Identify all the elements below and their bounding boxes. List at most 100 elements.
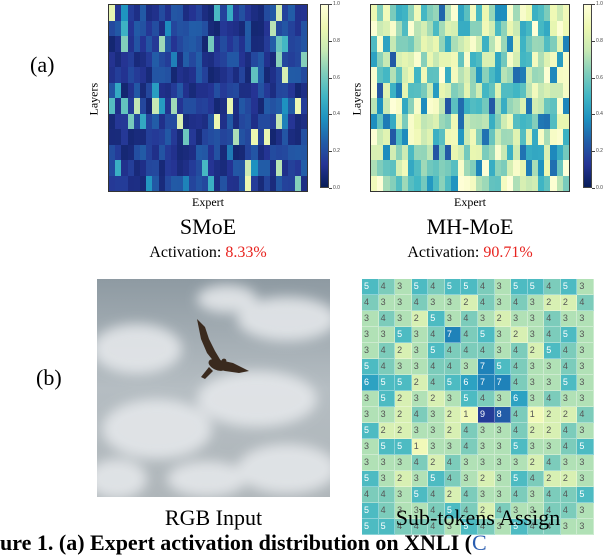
subtoken-cell: 5 (395, 327, 412, 343)
heatmap-cell (139, 67, 147, 83)
heatmap-cell (146, 113, 153, 129)
heatmap-cell (500, 144, 508, 160)
heatmap-cell (439, 98, 446, 114)
heatmap-cell (395, 36, 402, 52)
heatmap-cell (263, 36, 270, 52)
heatmap-cell (214, 51, 221, 67)
subtoken-cell: 3 (378, 471, 396, 487)
heatmap-cell (525, 20, 532, 36)
heatmap-cell (426, 5, 433, 21)
colorbar-tick-label: 0.8 (333, 37, 340, 44)
heatmap-cell (470, 175, 477, 191)
subtoken-cell: 2 (461, 295, 478, 311)
heatmap-cell (201, 20, 208, 36)
subtoken-cell: 3 (362, 407, 379, 423)
colorbar-tick-mark (592, 151, 595, 153)
subtoken-cell: 3 (577, 455, 594, 471)
heatmap-cell (121, 67, 128, 83)
subtoken-cell: 3 (494, 391, 512, 407)
heatmap-cell (251, 20, 258, 36)
heatmap-cell (432, 144, 440, 160)
heatmap-cell (463, 144, 470, 160)
heatmap-cell (525, 160, 532, 176)
subtoken-cell: 4 (544, 487, 561, 503)
heatmap-cell (263, 51, 270, 67)
heatmap-cell (531, 82, 539, 98)
heatmap-cell (208, 82, 215, 98)
subtoken-cell: 4 (444, 343, 462, 359)
subtoken-cell: 3 (411, 343, 429, 359)
heatmap-cell (214, 82, 221, 98)
subtoken-cell: 3 (577, 391, 594, 407)
heatmap-cell (451, 5, 458, 21)
colorbar-tick-label: 0.2 (596, 148, 603, 155)
subtoken-cell: 3 (494, 455, 512, 471)
heatmap-cell (445, 144, 452, 160)
heatmap-cell (294, 129, 301, 145)
heatmap-cell (531, 5, 539, 21)
heatmap-cell (251, 129, 258, 145)
heatmap-cell (115, 20, 122, 36)
heatmap-cell (513, 36, 520, 52)
heatmap-cell (232, 20, 239, 36)
heatmap-cell (556, 5, 563, 21)
subtoken-cell: 6 (511, 391, 528, 407)
heatmap-cell (276, 51, 283, 67)
heatmap-cell (294, 113, 301, 129)
heatmap-cell (226, 175, 233, 191)
heatmap-cell (164, 175, 171, 191)
subtoken-cell: 4 (577, 295, 594, 311)
heatmap-cell (513, 98, 520, 114)
heatmap-cell (201, 36, 208, 52)
heatmap-cell (201, 113, 208, 129)
heatmap-cell (226, 82, 233, 98)
heatmap-cell (377, 67, 384, 83)
subtoken-cell: 3 (560, 455, 578, 471)
heatmap-cell (282, 67, 289, 83)
subtoken-cell: 3 (395, 503, 412, 519)
heatmap-cell (183, 5, 190, 21)
heatmap-cell (121, 129, 128, 145)
heatmap-cell (439, 175, 446, 191)
subtoken-cell: 3 (395, 295, 412, 311)
heatmap-cell (408, 129, 415, 145)
heatmap-cell (300, 144, 307, 160)
heatmap-cell (494, 98, 501, 114)
subtoken-cell: 2 (444, 423, 462, 439)
heatmap-cell (232, 5, 239, 21)
heatmap-cell (519, 82, 526, 98)
colorbar-tick-mark (592, 40, 595, 42)
heatmap-cell (463, 51, 470, 67)
subtoken-cell: 5 (560, 327, 578, 343)
heatmap-cell (282, 51, 289, 67)
heatmap-cell (139, 20, 147, 36)
heatmap-cell (401, 160, 409, 176)
heatmap-cell (531, 144, 539, 160)
heatmap-cell (457, 67, 464, 83)
heatmap-cell (426, 175, 433, 191)
heatmap-cell (463, 5, 470, 21)
heatmap-cell (220, 36, 227, 52)
heatmap-cell (245, 113, 252, 129)
heatmap-cell (395, 20, 402, 36)
heatmap-cell (550, 129, 557, 145)
heatmap-cell (201, 82, 208, 98)
heatmap-cell (488, 98, 495, 114)
subtoken-cell: 5 (511, 519, 528, 535)
heatmap-cell (158, 144, 165, 160)
heatmap-cell (507, 129, 514, 145)
mhmoe-activation-value: 90.71% (483, 244, 533, 261)
heatmap-cell (300, 129, 307, 145)
heatmap-cell (482, 36, 489, 52)
heatmap-cell (226, 20, 233, 36)
subtoken-cell: 5 (362, 519, 379, 535)
heatmap-cell (383, 36, 390, 52)
colorbar-tick-mark (592, 77, 595, 79)
colorbar-tick-mark (329, 114, 332, 116)
heatmap-cell (257, 82, 264, 98)
subtoken-cell: 4 (544, 503, 561, 519)
smoe-heatmap (108, 4, 308, 192)
subtoken-cell: 3 (511, 455, 528, 471)
subtoken-cell: 3 (494, 487, 512, 503)
